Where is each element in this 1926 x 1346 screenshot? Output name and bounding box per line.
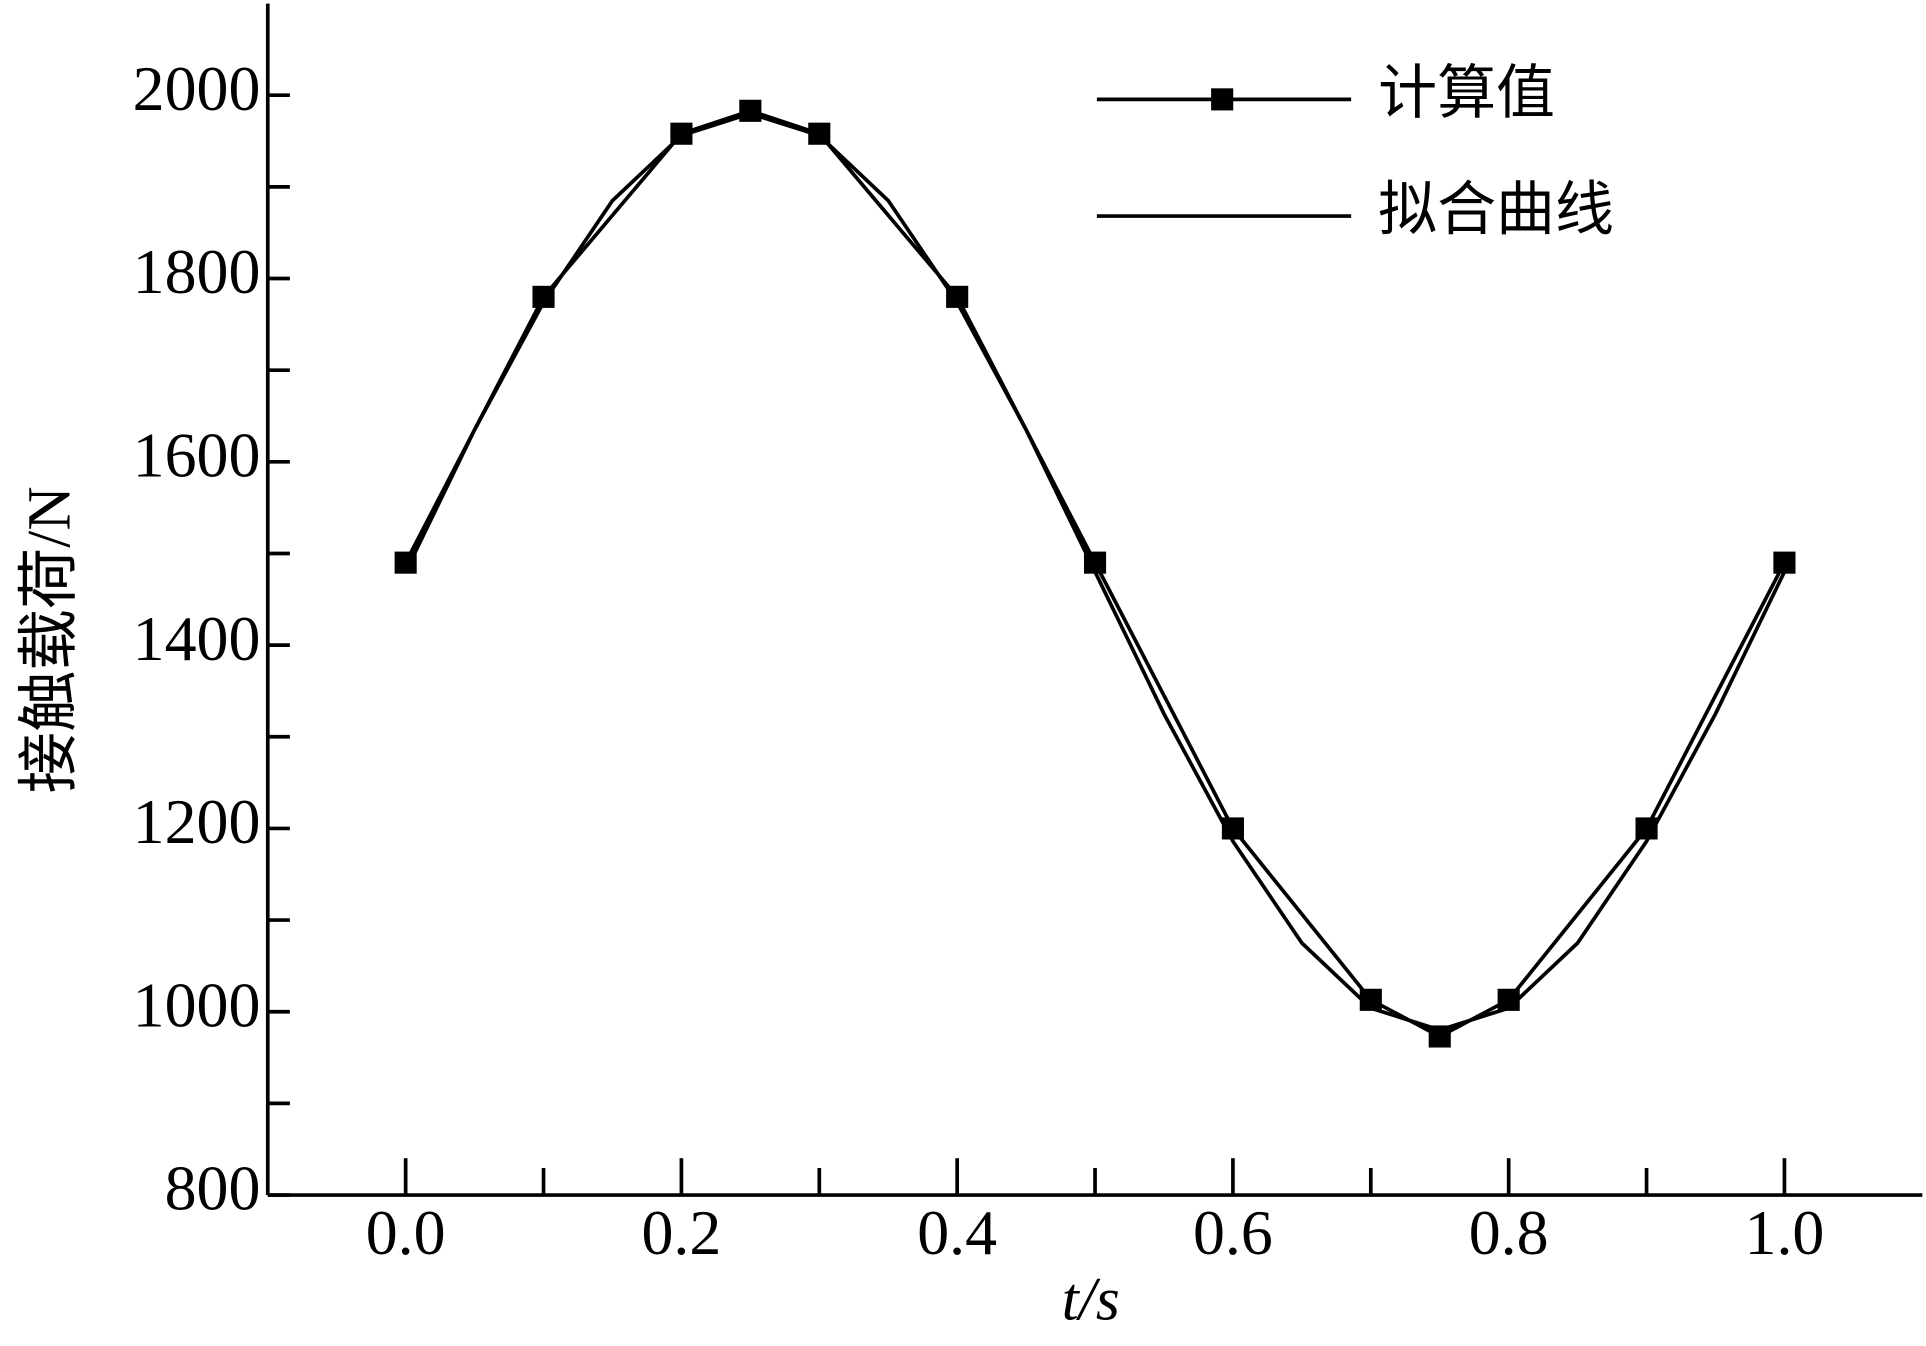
x-tick-label: 1.0 — [1745, 1197, 1825, 1268]
y-axis-label: 接触载荷/N — [15, 486, 83, 793]
y-tick-label: 1000 — [133, 969, 261, 1040]
series-line — [403, 111, 1787, 1032]
y-tick-label: 800 — [165, 1153, 261, 1224]
y-tick-label: 1200 — [133, 786, 261, 857]
y-tick-label: 1600 — [133, 419, 261, 490]
legend-label: 拟合曲线 — [1378, 177, 1614, 243]
x-tick-label: 0.4 — [917, 1197, 997, 1268]
x-tick-label: 0.0 — [366, 1197, 446, 1268]
legend-label: 计算值 — [1378, 60, 1555, 126]
x-tick-label: 0.8 — [1469, 1197, 1549, 1268]
marker — [1773, 551, 1796, 574]
y-tick-label: 1800 — [133, 236, 261, 307]
y-tick-label: 2000 — [133, 53, 261, 124]
x-tick-label: 0.2 — [641, 1197, 721, 1268]
marker — [739, 99, 762, 122]
x-axis-label: t/s — [1062, 1266, 1120, 1334]
y-tick-label: 1400 — [133, 603, 261, 674]
x-tick-label: 0.6 — [1193, 1197, 1273, 1268]
marker — [1428, 1025, 1451, 1048]
legend-marker — [1211, 88, 1234, 111]
